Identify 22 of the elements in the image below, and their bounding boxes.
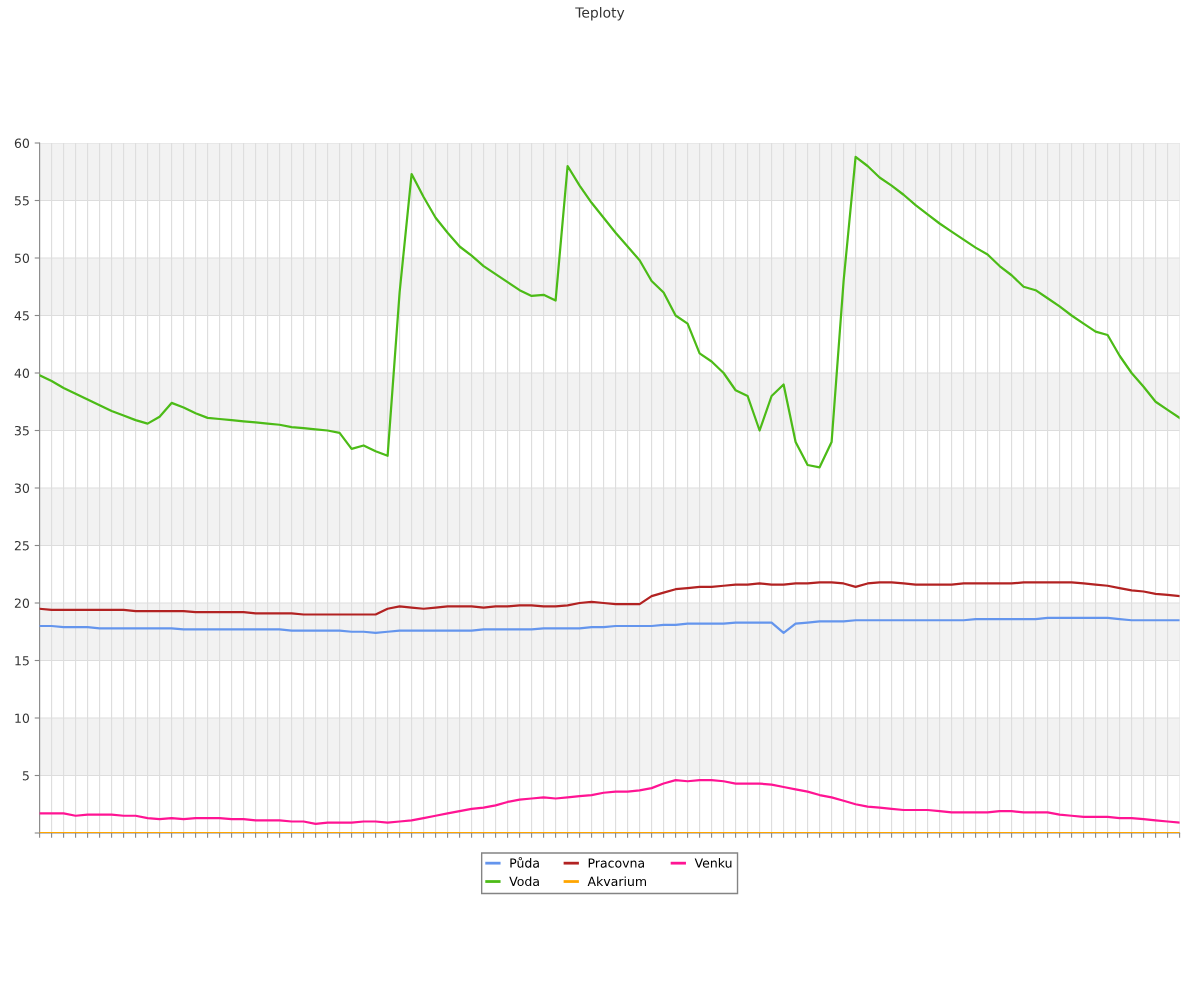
legend-label: Akvarium <box>587 876 646 887</box>
line-series <box>39 616 1180 635</box>
y-tick-label: 50 <box>14 253 30 263</box>
legend-label: Pracovna <box>588 858 644 868</box>
legend-label: Půda <box>510 856 539 868</box>
line-series <box>39 581 1180 616</box>
line-series <box>39 778 1180 825</box>
legend-label: Voda <box>509 876 539 887</box>
y-tick-label: 30 <box>14 483 30 493</box>
y-tick-label: 55 <box>14 196 29 206</box>
y-tick-label: 35 <box>14 425 29 436</box>
y-tick-label: 60 <box>14 138 30 148</box>
chart-title: Teploty <box>575 7 625 21</box>
y-tick-label: 10 <box>15 713 30 723</box>
y-tick-label: 40 <box>14 368 30 378</box>
y-tick-label: 5 <box>22 771 29 781</box>
y-tick-label: 45 <box>14 311 29 321</box>
legend-label: Venku <box>694 858 732 868</box>
y-tick-label: 15 <box>15 656 29 666</box>
line-series <box>39 155 1180 469</box>
y-tick-label: 25 <box>14 540 29 551</box>
y-tick-label: 20 <box>14 598 30 608</box>
